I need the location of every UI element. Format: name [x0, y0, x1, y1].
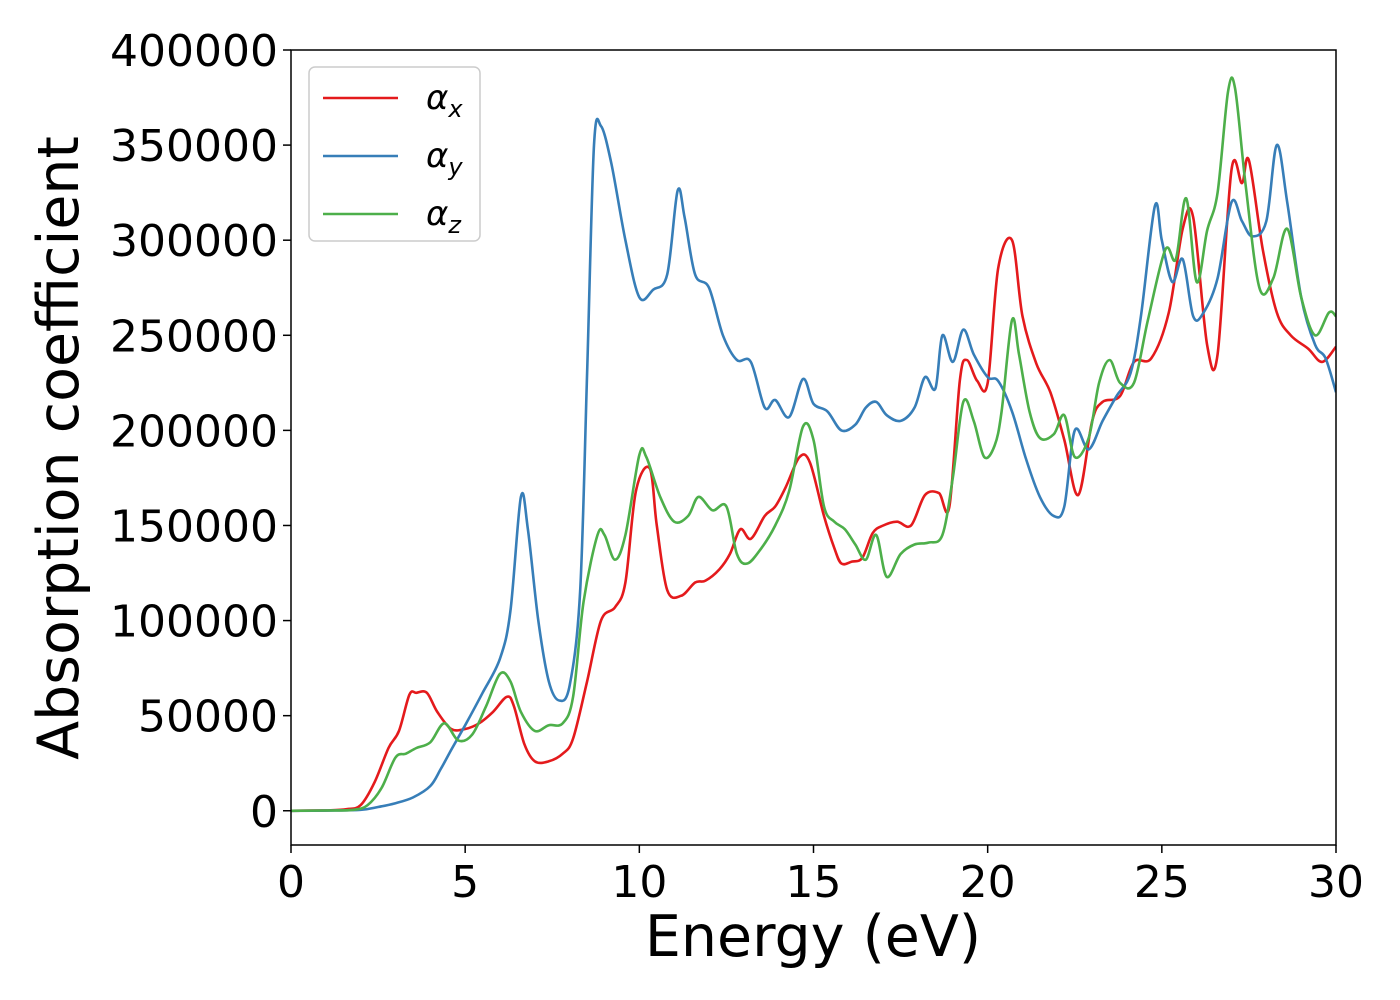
x-tick-label: 5 [451, 857, 479, 908]
series-line-alpha-y [291, 117, 1336, 813]
x-tick-label: 25 [1134, 857, 1190, 908]
y-tick-label: 0 [250, 787, 278, 838]
y-tick-label: 350000 [110, 121, 278, 172]
y-tick-label: 50000 [138, 692, 278, 743]
legend-box [308, 66, 481, 242]
y-axis-label: Absorption coefficient [26, 136, 92, 760]
x-axis-label: Energy (eV) [645, 904, 981, 970]
x-axis: 0 5 10 15 20 25 30 [277, 845, 1364, 908]
x-tick-label: 15 [786, 857, 842, 908]
y-axis: 0 50000 100000 150000 200000 250000 300000 3500… [110, 26, 291, 838]
y-tick-label: 400000 [110, 26, 278, 77]
series-line-alpha-x [291, 156, 1336, 813]
x-tick-label: 10 [611, 857, 667, 908]
y-tick-label: 300000 [110, 216, 278, 267]
x-tick-label: 30 [1308, 857, 1364, 908]
x-tick-label: 20 [960, 857, 1016, 908]
y-tick-label: 150000 [110, 501, 278, 552]
y-tick-label: 200000 [110, 406, 278, 457]
series-layer [291, 76, 1336, 813]
y-tick-label: 100000 [110, 597, 278, 648]
series-line-alpha-z [291, 76, 1336, 813]
x-tick-label: 0 [277, 857, 305, 908]
y-tick-label: 250000 [110, 311, 278, 362]
